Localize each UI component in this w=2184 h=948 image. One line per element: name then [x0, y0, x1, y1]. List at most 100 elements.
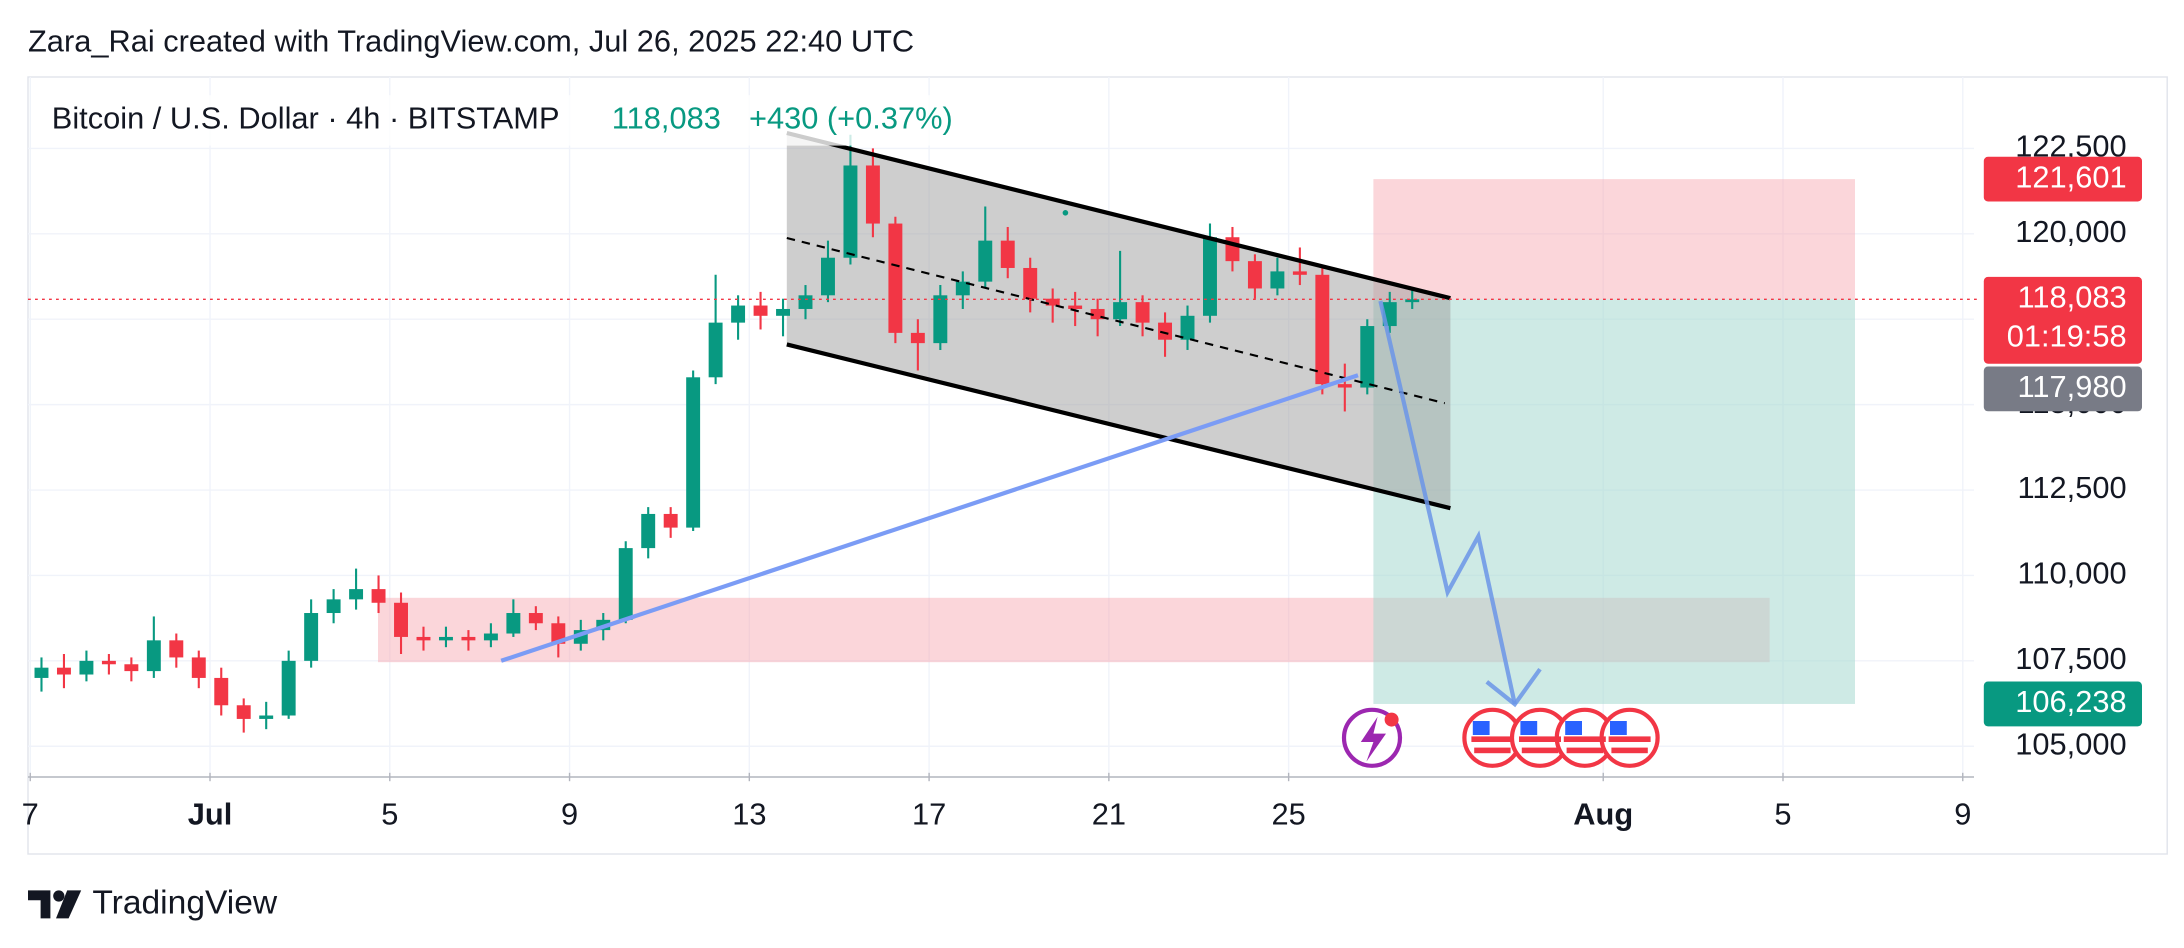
candle-body [236, 705, 251, 719]
footer-brand: TradingView [92, 884, 278, 921]
flag-canton [1520, 721, 1538, 736]
candle-body [56, 667, 71, 675]
candle-body [686, 377, 701, 528]
candle-body [169, 640, 184, 658]
footer-logo [28, 890, 82, 919]
chart-frame [27, 76, 2168, 855]
x-tick-label: 21 [1092, 796, 1126, 831]
candle-body [349, 589, 364, 600]
x-tick-label: 17 [912, 796, 946, 831]
candle-body [1023, 267, 1038, 299]
dot [1062, 210, 1069, 216]
price-change: +430 (+0.37%) [749, 101, 953, 136]
x-tick-label: 25 [1271, 796, 1305, 831]
candle-body [731, 305, 746, 323]
x-tick-label: 13 [732, 796, 766, 831]
candle-body [933, 295, 948, 344]
candle-body [461, 636, 476, 641]
candle-body [910, 332, 925, 344]
candle-body [483, 633, 498, 641]
logo-part [56, 890, 82, 919]
flag-stripe [1563, 736, 1606, 743]
price-label: 121,601 [2015, 159, 2126, 194]
candle-body [865, 165, 880, 224]
channel-mid [786, 236, 1446, 405]
y-tick-label: 112,500 [2018, 470, 2127, 505]
last-price: 118,083 [612, 101, 721, 136]
candle-body [1135, 302, 1150, 323]
candle-body [663, 513, 678, 528]
price-label: 117,980 [2018, 369, 2127, 404]
candle-body [146, 640, 161, 672]
drawings [378, 133, 1855, 704]
projection-arrow [1378, 300, 1517, 705]
candle-body [326, 599, 341, 614]
y-tick-label: 110,000 [2018, 556, 2127, 591]
candle-body [281, 660, 296, 716]
candle-body [618, 548, 633, 620]
candle-body [1180, 315, 1195, 340]
candle-body [304, 613, 319, 661]
candle-body [1360, 326, 1375, 388]
x-tick-label: Jul [188, 796, 233, 831]
x-tick-label: Aug [1573, 796, 1633, 831]
candle-body [776, 308, 790, 316]
candle-body [1270, 271, 1285, 289]
position [1373, 179, 1855, 704]
candle-body [416, 636, 431, 641]
y-tick-label: 105,000 [2015, 726, 2126, 761]
candle-body [843, 165, 858, 258]
candle-body [1203, 237, 1217, 316]
x-tick-label: 7 [22, 796, 39, 831]
candle-body [506, 613, 521, 634]
candle-body [1113, 302, 1128, 320]
candle-body [798, 295, 813, 309]
candle-body [79, 660, 94, 675]
flag-stripe [1611, 747, 1648, 754]
flag-stripe [1566, 747, 1603, 754]
flag-canton [1565, 721, 1582, 736]
x-tick-label: 5 [381, 796, 398, 831]
symbol: Bitcoin / U.S. Dollar · 4h · BITSTAMP [52, 101, 560, 136]
candle-body [528, 613, 543, 624]
flag-stripe [1474, 747, 1511, 754]
lightning [1360, 716, 1386, 762]
candle-body [1158, 322, 1173, 340]
channel-top [786, 130, 1451, 301]
attribution: Zara_Rai created with TradingView.com, J… [28, 24, 914, 59]
price-label-box [1983, 681, 2142, 727]
candle-body [1090, 308, 1105, 320]
events [1341, 707, 1660, 768]
legend-bg [39, 95, 978, 146]
candle-body [34, 667, 49, 678]
candle-body [124, 664, 139, 672]
arrow-head [1485, 667, 1542, 708]
candle-body [1292, 271, 1307, 275]
logo-part [53, 890, 65, 902]
y-tick-label: 120,000 [2015, 214, 2126, 249]
target-zone [1373, 299, 1855, 704]
axes: 7 Jul 5 9 13 17 21 25 Aug 5 9 105,000 107,500 110,000… [22, 129, 2142, 831]
candle-body [371, 589, 386, 603]
candle-body [821, 257, 835, 296]
flag-stripe [1608, 736, 1651, 743]
price-label-box [1983, 366, 2142, 412]
price-label: 118,083 [2018, 279, 2127, 314]
x-tick-label: 9 [561, 796, 578, 831]
price-label-box [1983, 276, 2142, 364]
candle-body [1045, 298, 1060, 306]
candle-body [708, 322, 723, 378]
x-tick-label: 5 [1774, 796, 1791, 831]
y-tick-label: 107,500 [2015, 641, 2126, 676]
candle-body [1247, 261, 1262, 289]
x-tick-label: 9 [1954, 796, 1971, 831]
candle-body [259, 715, 274, 719]
logo-part [28, 890, 51, 919]
candle-body [955, 281, 970, 296]
event-dot [1384, 712, 1399, 727]
channel-bottom [786, 342, 1451, 511]
candle-body [888, 223, 903, 333]
candle-body [1405, 299, 1420, 303]
